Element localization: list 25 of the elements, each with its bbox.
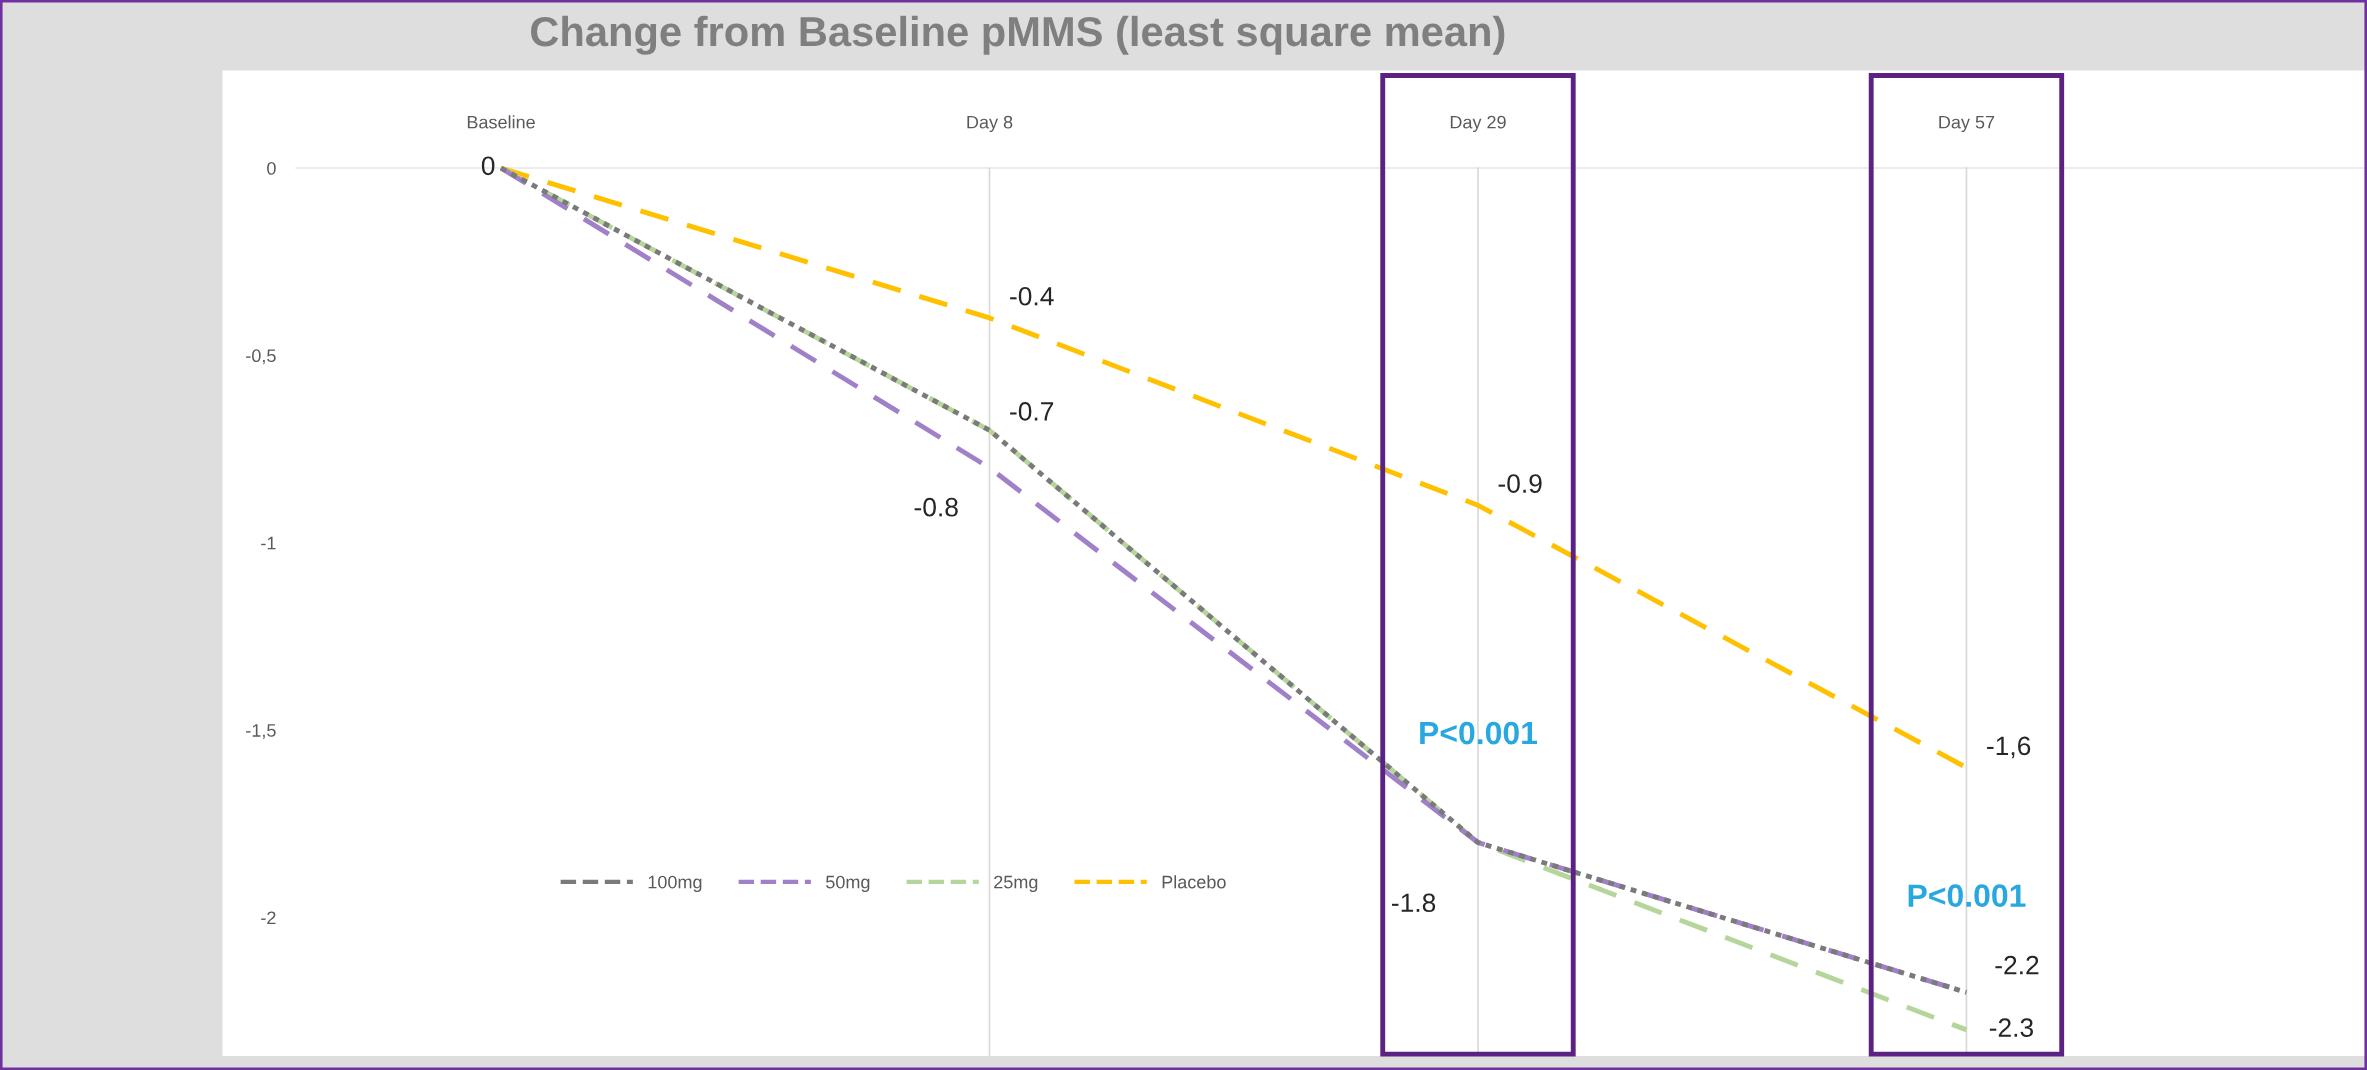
data-label: -0.7 <box>1010 402 1054 421</box>
data-label: -1.8 <box>1392 893 1436 913</box>
data-label: -0.9 <box>1498 474 1542 493</box>
data-label: -2.2 <box>1995 955 2039 975</box>
data-label: 0 <box>481 156 495 176</box>
data-label: -0.4 <box>1010 286 1054 306</box>
y-tick-label: -0,5 <box>246 349 276 365</box>
data-label: -1,6 <box>1987 736 2031 759</box>
annotation: P<0.001 <box>1420 721 1538 745</box>
legend-label: 25mg <box>994 875 1038 893</box>
x-tick-label: Baseline <box>467 115 535 129</box>
legend-label: 50mg <box>826 875 870 893</box>
x-tick-label: Day 8 <box>967 115 1013 133</box>
y-tick-label: -1,5 <box>246 724 276 739</box>
y-tick-label: 0 <box>267 161 276 175</box>
legend-label: Placebo <box>1162 875 1226 889</box>
data-label: -0.8 <box>914 497 958 517</box>
annotation: P<0.001 <box>1908 884 2026 907</box>
x-tick-label: Day 57 <box>1939 115 1995 133</box>
y-tick-label: -2 <box>261 911 276 924</box>
legend-label: 100mg <box>648 875 702 893</box>
y-tick-label: -1 <box>261 536 276 550</box>
chart-title: Change from Baseline pMMS (least square mean) <box>531 15 1505 55</box>
data-label: -2.3 <box>1989 1018 2033 1037</box>
x-tick-label: Day 29 <box>1450 115 1506 133</box>
